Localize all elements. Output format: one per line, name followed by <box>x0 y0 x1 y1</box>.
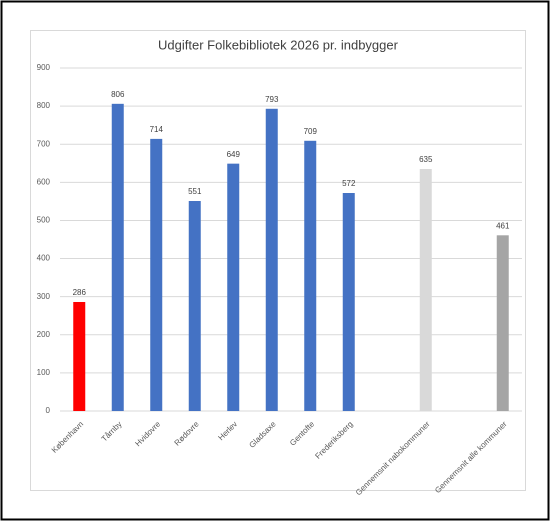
bar <box>419 168 432 411</box>
data-label: 286 <box>73 288 87 297</box>
data-label: 635 <box>419 155 433 164</box>
y-tick-label: 900 <box>37 63 51 72</box>
bar <box>227 163 240 411</box>
bar <box>150 138 163 412</box>
chart-title: Udgifter Folkebibliotek 2026 pr. indbygg… <box>158 37 399 52</box>
bar <box>265 108 278 411</box>
data-label: 806 <box>111 90 125 99</box>
y-tick-label: 800 <box>37 101 51 110</box>
bar <box>304 140 317 411</box>
y-tick-label: 400 <box>37 254 51 263</box>
bar <box>496 235 509 411</box>
data-label: 709 <box>304 127 318 136</box>
y-tick-label: 700 <box>37 139 51 148</box>
data-label: 461 <box>496 221 510 230</box>
y-tick-label: 0 <box>46 406 51 415</box>
bar <box>73 302 86 411</box>
y-tick-label: 600 <box>37 177 51 186</box>
y-tick-label: 500 <box>37 216 51 225</box>
data-label: 551 <box>188 187 202 196</box>
y-tick-label: 300 <box>37 292 51 301</box>
data-label: 572 <box>342 179 356 188</box>
y-tick-label: 100 <box>37 368 51 377</box>
data-label: 649 <box>227 150 241 159</box>
y-tick-label: 200 <box>37 330 51 339</box>
bar <box>188 201 201 411</box>
data-label: 714 <box>150 125 164 134</box>
data-label: 793 <box>265 95 279 104</box>
bar <box>342 193 355 411</box>
bar <box>111 103 124 411</box>
